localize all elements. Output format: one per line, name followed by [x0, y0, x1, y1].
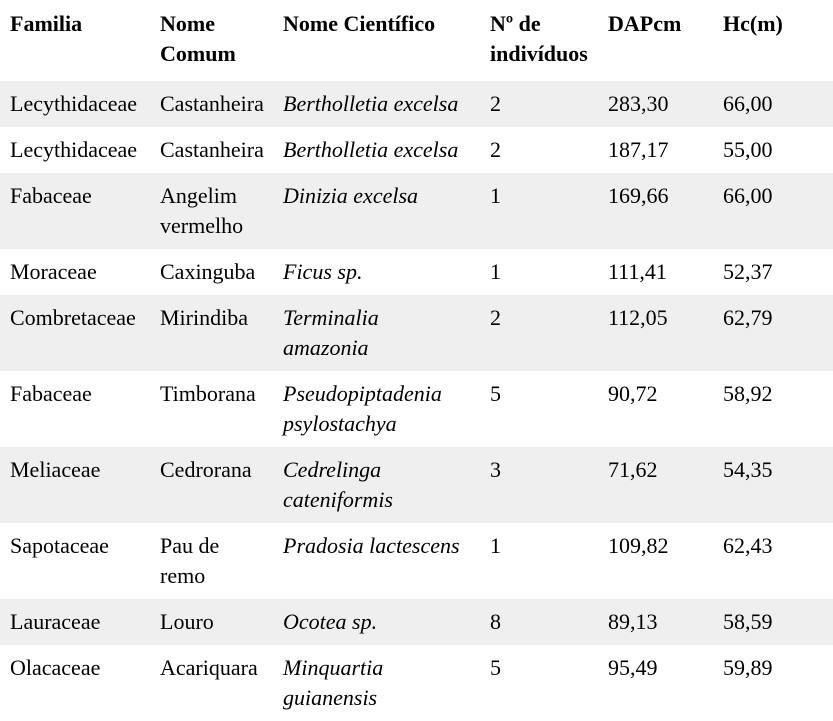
cell-nome-comum: Louro — [150, 599, 273, 645]
cell-nome-comum: Cedrorana — [150, 447, 273, 523]
cell-nome-cientifico: Terminalia amazonia — [273, 295, 480, 371]
cell-familia: Lecythidaceae — [10, 137, 138, 162]
cell-nome-comum: Acariquara — [160, 655, 258, 680]
header-cell-n-individuos: Nº de indivíduos — [490, 11, 588, 66]
cell-n-individuos: 5 — [490, 381, 501, 406]
cell-hc-m: 66,00 — [713, 173, 833, 249]
cell-familia: Moraceae — [10, 259, 97, 284]
cell-nome-comum: Castanheira — [160, 137, 264, 162]
cell-dap-cm: 109,82 — [608, 533, 669, 558]
cell-familia: Fabaceae — [10, 381, 92, 406]
cell-dap-cm: 111,41 — [608, 259, 667, 284]
cell-dap-cm: 283,30 — [598, 81, 713, 127]
cell-hc-m: 62,43 — [723, 533, 773, 558]
cell-familia: Fabaceae — [0, 173, 150, 249]
cell-hc-m: 62,79 — [713, 295, 833, 371]
table-row: Combretaceae Mirindiba Terminalia amazonia… — [0, 295, 833, 371]
cell-n-individuos: 3 — [480, 447, 598, 523]
cell-n-individuos: 1 — [480, 173, 598, 249]
cell-familia: Lauraceae — [0, 599, 150, 645]
cell-nome-comum: Pau de remo — [160, 533, 220, 588]
cell-nome-cientifico: Pradosia lactescens — [283, 533, 460, 558]
table-row: Fabaceae Angelim vermelho Dinizia excelsa 1… — [0, 173, 833, 249]
table-row: Olacaceae Acariquara Minquartia guianensis… — [0, 645, 833, 721]
cell-hc-m: 54,35 — [713, 447, 833, 523]
cell-familia: Olacaceae — [10, 655, 101, 680]
cell-nome-cientifico: Ficus sp. — [283, 259, 363, 284]
cell-nome-cientifico: Bertholletia excelsa — [283, 137, 459, 162]
cell-hc-m: 52,37 — [723, 259, 773, 284]
table-body: Lecythidaceae Castanheira Bertholletia exc… — [0, 81, 833, 721]
header-row: Familia Nome Comum Nome Científico Nº de… — [0, 0, 833, 81]
header-cell-nome-comum: Nome Comum — [160, 11, 236, 66]
cell-n-individuos: 2 — [480, 295, 598, 371]
header-cell-nome-cientifico: Nome Científico — [283, 11, 436, 36]
header-cell-familia: Familia — [10, 11, 83, 36]
cell-dap-cm: 71,62 — [598, 447, 713, 523]
cell-dap-cm: 95,49 — [608, 655, 658, 680]
header-cell-dap-cm: DAPcm — [608, 11, 682, 36]
cell-nome-comum: Timborana — [160, 381, 256, 406]
cell-nome-cientifico: Minquartia guianensis — [283, 655, 384, 710]
cell-nome-cientifico: Dinizia excelsa — [273, 173, 480, 249]
cell-n-individuos: 1 — [490, 533, 501, 558]
cell-familia: Combretaceae — [0, 295, 150, 371]
cell-n-individuos: 5 — [490, 655, 501, 680]
header-cell-hc-m: Hc(m) — [723, 11, 783, 36]
cell-dap-cm: 112,05 — [598, 295, 713, 371]
table-row: Lecythidaceae Castanheira Bertholletia exc… — [0, 81, 833, 127]
cell-nome-cientifico: Bertholletia excelsa — [273, 81, 480, 127]
cell-hc-m: 66,00 — [713, 81, 833, 127]
cell-n-individuos: 2 — [490, 137, 501, 162]
table-row: Lauraceae Louro Ocotea sp. 8 89,13 58,59 — [0, 599, 833, 645]
table-row: Sapotaceae Pau de remo Pradosia lactescens… — [0, 523, 833, 599]
cell-nome-cientifico: Pseudopiptadenia psylostachya — [283, 381, 442, 436]
cell-nome-cientifico: Ocotea sp. — [273, 599, 480, 645]
cell-dap-cm: 89,13 — [598, 599, 713, 645]
cell-hc-m: 58,92 — [723, 381, 773, 406]
cell-hc-m: 55,00 — [723, 137, 773, 162]
table-row: Meliaceae Cedrorana Cedrelinga cateniformi… — [0, 447, 833, 523]
cell-familia: Sapotaceae — [10, 533, 109, 558]
cell-n-individuos: 1 — [490, 259, 501, 284]
cell-nome-comum: Mirindiba — [150, 295, 273, 371]
cell-dap-cm: 169,66 — [598, 173, 713, 249]
table-row: Moraceae Caxinguba Ficus sp. 1 111,41 52,37 — [0, 249, 833, 295]
cell-nome-comum: Castanheira — [150, 81, 273, 127]
cell-familia: Lecythidaceae — [0, 81, 150, 127]
cell-hc-m: 59,89 — [723, 655, 773, 680]
table-row: Lecythidaceae Castanheira Bertholletia exc… — [0, 127, 833, 173]
cell-dap-cm: 187,17 — [608, 137, 669, 162]
table-row: Fabaceae Timborana Pseudopiptadenia psylos… — [0, 371, 833, 447]
cell-nome-cientifico: Cedrelinga cateniformis — [273, 447, 480, 523]
cell-dap-cm: 90,72 — [608, 381, 658, 406]
cell-n-individuos: 8 — [480, 599, 598, 645]
cell-familia: Meliaceae — [0, 447, 150, 523]
cell-hc-m: 58,59 — [713, 599, 833, 645]
cell-nome-comum: Caxinguba — [160, 259, 256, 284]
cell-n-individuos: 2 — [480, 81, 598, 127]
cell-nome-comum: Angelim vermelho — [150, 173, 273, 249]
